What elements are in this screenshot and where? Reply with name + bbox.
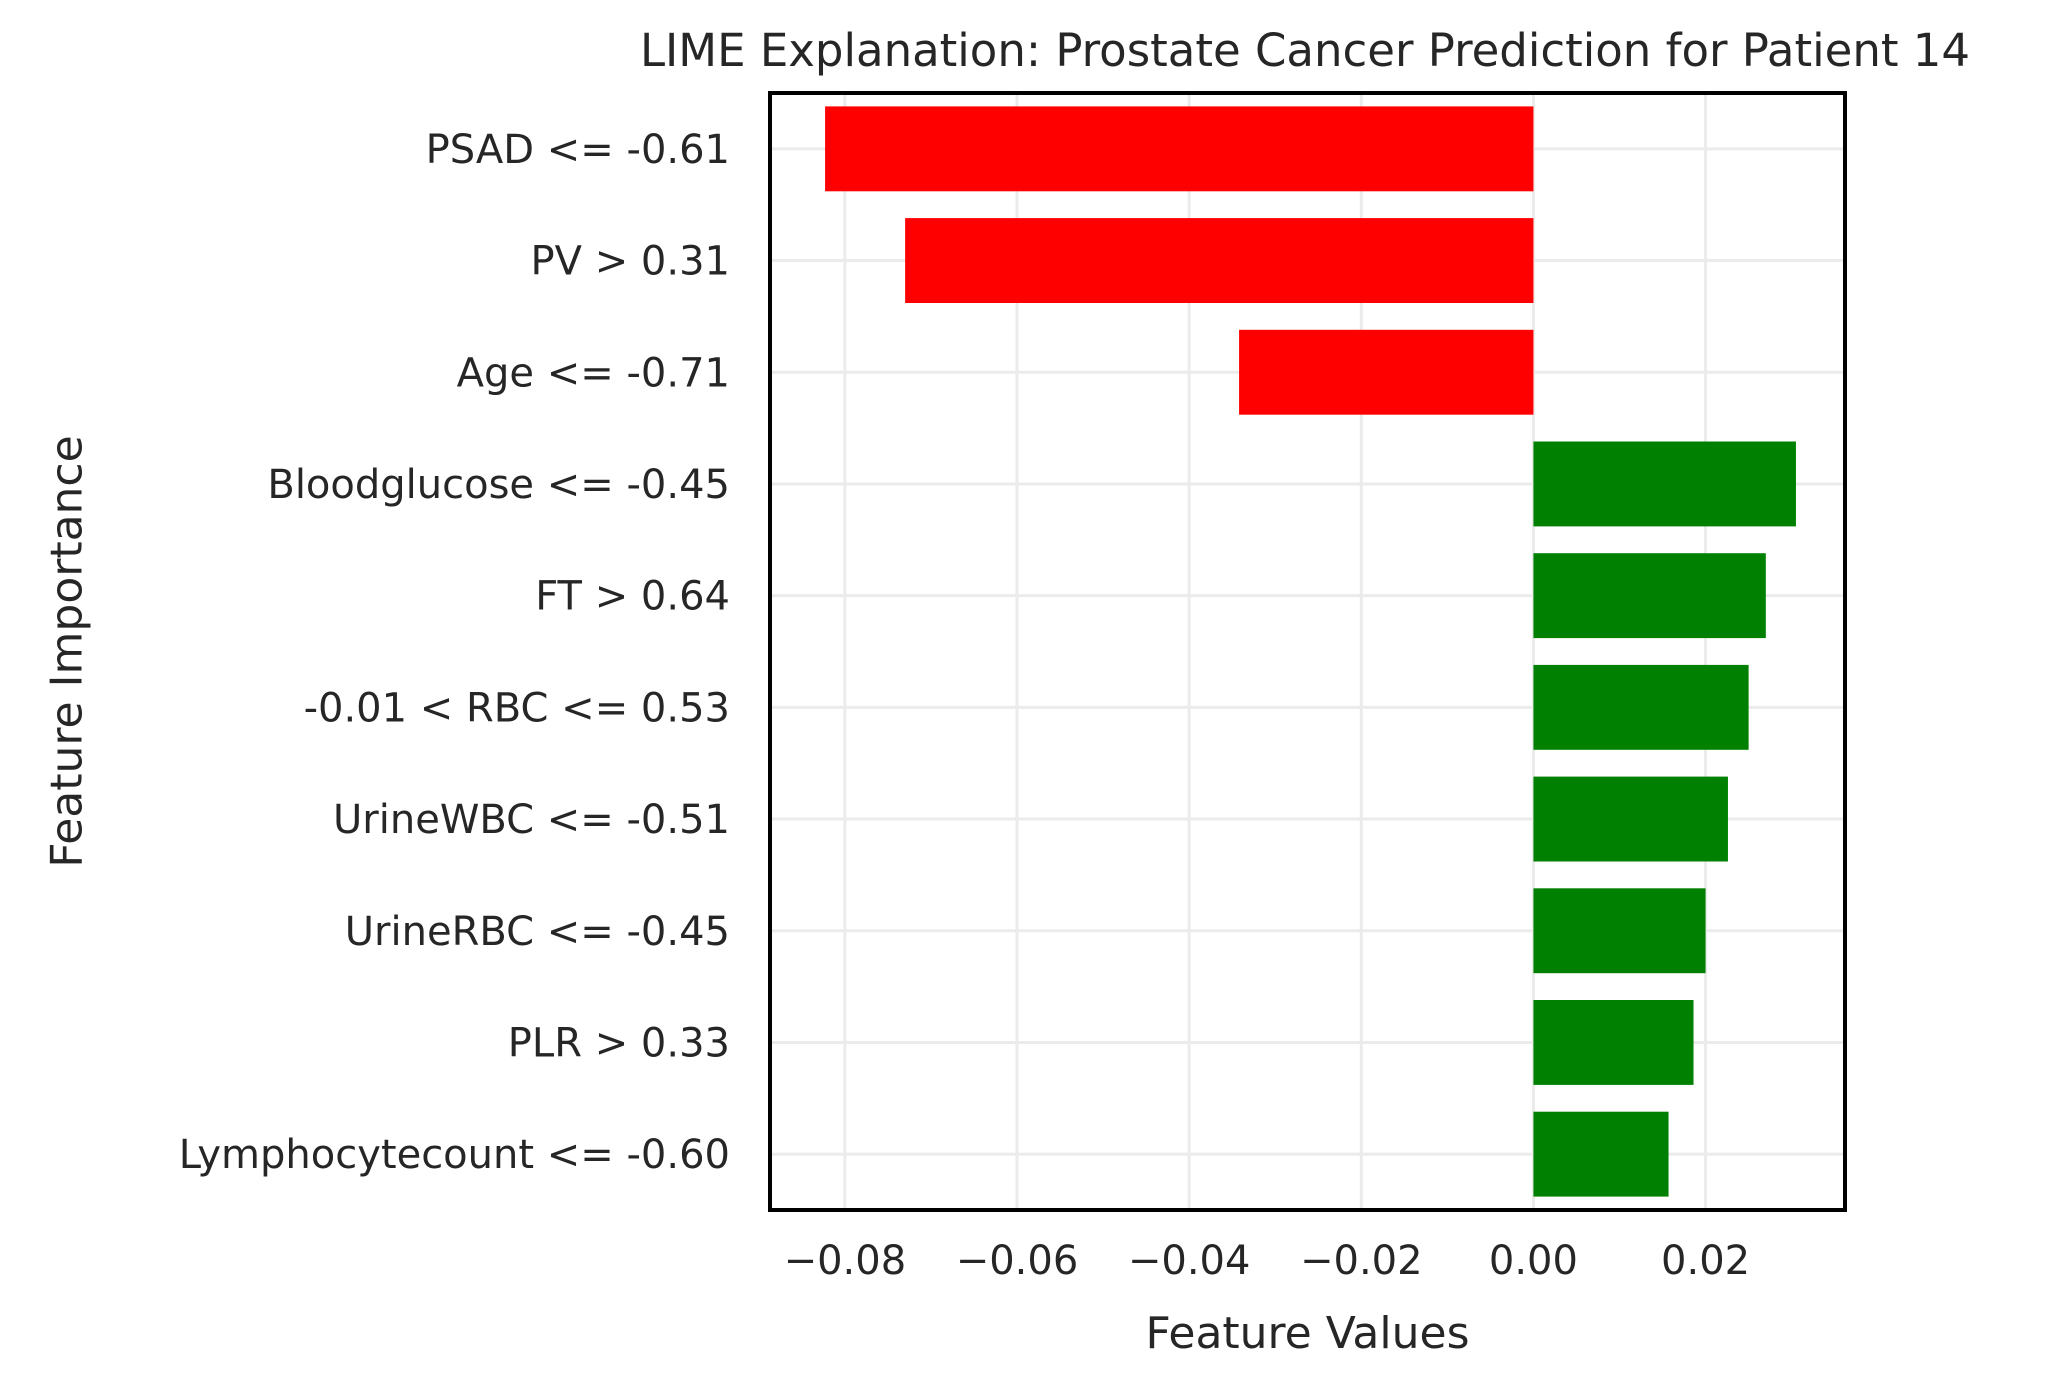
x-axis-title: Feature Values: [1145, 1308, 1469, 1359]
x-tick-label: −0.04: [1128, 1238, 1251, 1284]
y-tick-label: FT > 0.64: [535, 574, 730, 620]
feature-bar: [1533, 1111, 1669, 1197]
y-tick-label: -0.01 < RBC <= 0.53: [304, 685, 730, 731]
y-tick-label: PV > 0.31: [531, 239, 731, 285]
y-tick-labels: PSAD <= -0.61 PV > 0.31 Age <= -0.71 Bloodg…: [179, 127, 730, 1178]
feature-bar: [905, 218, 1534, 303]
feature-bar: [825, 106, 1534, 192]
y-tick-label: Age <= -0.71: [457, 350, 730, 396]
feature-bar: [1533, 664, 1749, 750]
x-tick-labels: −0.08 −0.06 −0.04 −0.02 0.00 0.02: [784, 1238, 1751, 1284]
feature-bar: [1533, 553, 1766, 639]
y-tick-label: PSAD <= -0.61: [426, 127, 730, 173]
y-axis-title: Feature Importance: [41, 435, 92, 867]
y-tick-label: Lymphocytecount <= -0.60: [179, 1132, 730, 1178]
feature-bar: [1533, 888, 1706, 974]
feature-bar: [1239, 329, 1534, 415]
feature-bar: [1533, 441, 1796, 527]
chart-title: LIME Explanation: Prostate Cancer Predic…: [640, 24, 1970, 77]
bars: [825, 106, 1796, 1197]
x-tick-label: −0.02: [1300, 1238, 1423, 1284]
x-tick-label: 0.02: [1661, 1238, 1750, 1284]
y-tick-label: UrineRBC <= -0.45: [345, 909, 730, 955]
plot-frame: [768, 91, 1847, 1212]
y-tick-label: UrineWBC <= -0.51: [333, 797, 730, 843]
x-tick-label: −0.08: [784, 1238, 907, 1284]
x-tick-label: −0.06: [956, 1238, 1079, 1284]
feature-bar: [1533, 776, 1728, 862]
x-tick-label: 0.00: [1489, 1238, 1578, 1284]
y-tick-label: PLR > 0.33: [508, 1020, 730, 1066]
feature-bar: [1533, 1000, 1694, 1085]
y-tick-label: Bloodglucose <= -0.45: [267, 462, 730, 508]
